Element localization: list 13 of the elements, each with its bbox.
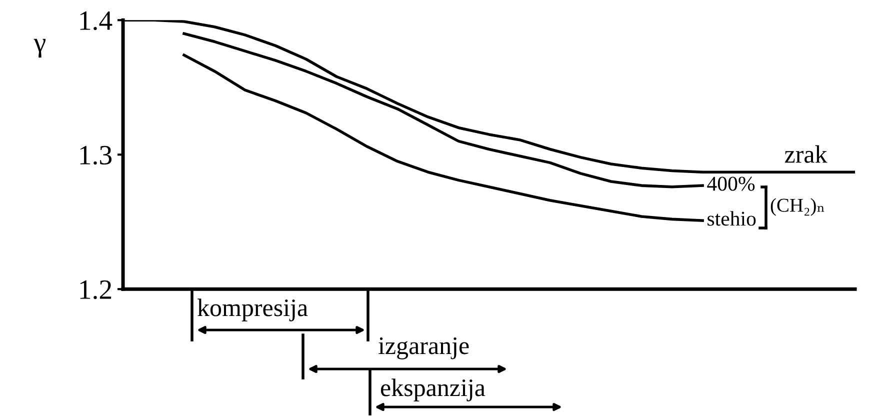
y-tick-label: 1.3 <box>80 146 112 165</box>
legend-label: 400% <box>707 176 755 191</box>
y-axis-title: γ <box>34 38 46 58</box>
text: ekspanzija <box>380 378 486 402</box>
legend-label: stehio <box>708 211 756 226</box>
line-series <box>182 54 704 222</box>
y-tick-label: 1.2 <box>80 280 112 300</box>
series-label: zrak <box>784 145 828 163</box>
annotation: (CH₂)ₙ <box>770 198 824 216</box>
line-series <box>182 32 704 188</box>
y-tick-label: 1.4 <box>80 11 112 30</box>
text: izgaranje <box>378 337 469 360</box>
text: kompresija <box>197 298 308 322</box>
